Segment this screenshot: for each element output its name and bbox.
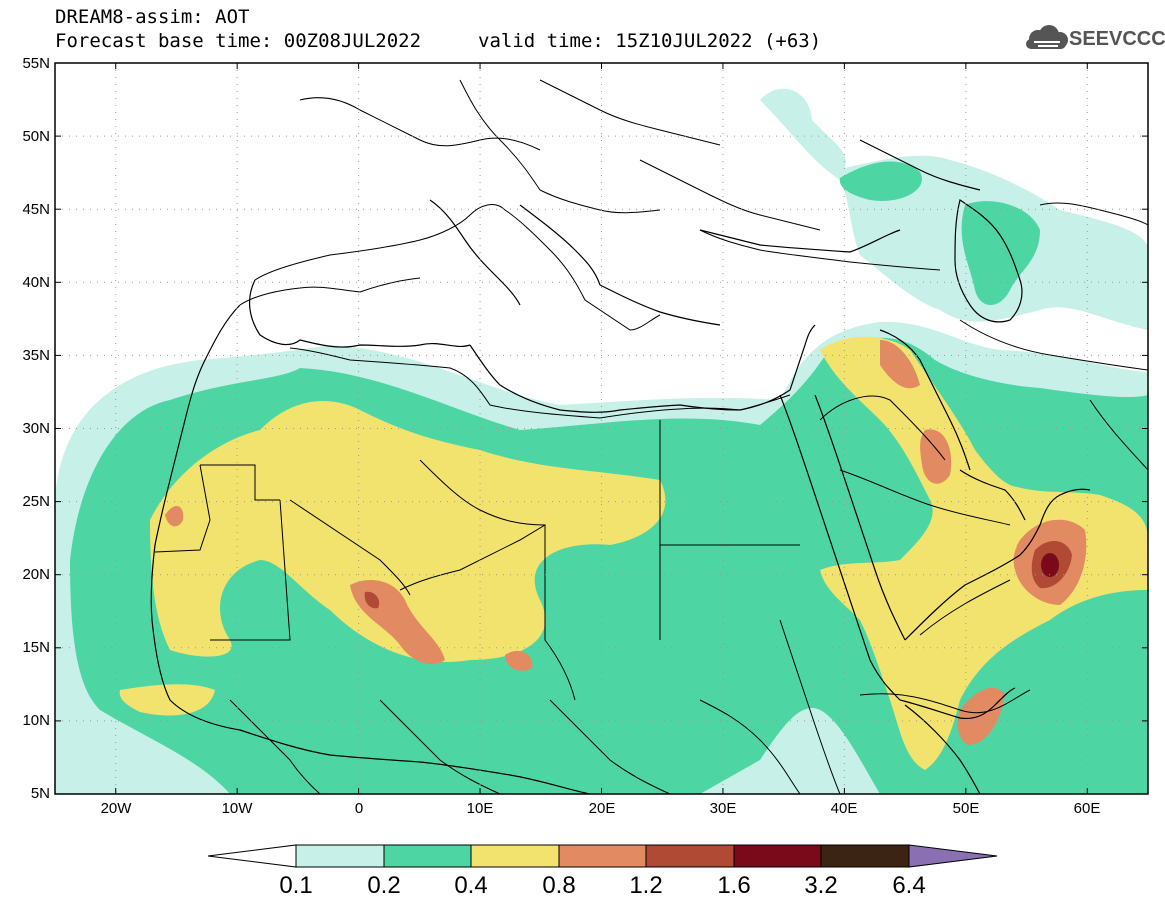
forecast-base-time: Forecast base time: 00Z08JUL2022 xyxy=(55,30,422,52)
x-tick-label: 10E xyxy=(467,800,494,817)
map-title: DREAM8-assim: AOT xyxy=(55,6,250,28)
x-tick-label: 40E xyxy=(831,800,858,817)
colorbar-low-arrow xyxy=(207,844,297,868)
y-tick-label: 45N xyxy=(22,201,50,218)
cloud-icon xyxy=(1026,25,1068,49)
colorbar: 0.1 0.2 0.4 0.8 1.2 1.6 3.2 6.4 xyxy=(207,844,998,899)
colorbar-segment xyxy=(645,844,735,868)
y-tick-label: 25N xyxy=(22,493,50,510)
valid-time: valid time: 15Z10JUL2022 (+63) xyxy=(478,30,822,52)
aot-level-0-4 xyxy=(119,336,1148,770)
y-tick-label: 35N xyxy=(22,347,50,364)
colorbar-label: 1.2 xyxy=(629,872,662,899)
x-tick-label: 30E xyxy=(710,800,737,817)
y-tick-label: 5N xyxy=(31,785,50,802)
y-tick-label: 50N xyxy=(22,128,50,145)
x-tick-label: 50E xyxy=(953,800,980,817)
colorbar-segment xyxy=(470,844,560,868)
y-tick-label: 40N xyxy=(22,274,50,291)
axis-ticks xyxy=(55,62,1148,795)
colorbar-segment xyxy=(383,844,472,868)
x-tick-label: 60E xyxy=(1074,800,1101,817)
colorbar-segment xyxy=(558,844,647,868)
colorbar-segment xyxy=(820,844,910,868)
colorbar-label: 0.8 xyxy=(542,872,575,899)
colorbar-label: 3.2 xyxy=(804,872,837,899)
x-axis: 20W 10W 0 10E 20E 30E 40E 50E 60E xyxy=(101,800,1101,817)
colorbar-high-arrow xyxy=(908,844,998,868)
y-axis: 55N 50N 45N 40N 35N 30N 25N 20N 15N 10N … xyxy=(22,55,50,802)
colorbar-segment xyxy=(295,844,385,868)
graticule xyxy=(55,63,1148,794)
y-tick-label: 20N xyxy=(22,566,50,583)
x-tick-label: 10W xyxy=(222,800,254,817)
y-tick-label: 10N xyxy=(22,712,50,729)
colorbar-segment xyxy=(733,844,822,868)
colorbar-label: 0.2 xyxy=(367,872,400,899)
colorbar-label: 0.1 xyxy=(279,872,312,899)
y-tick-label: 55N xyxy=(22,55,50,72)
x-tick-label: 20E xyxy=(589,800,616,817)
aot-field xyxy=(55,88,1148,794)
colorbar-label: 0.4 xyxy=(454,872,487,899)
aot-level-1-6 xyxy=(1041,553,1059,577)
x-tick-label: 0 xyxy=(355,800,363,817)
colorbar-label: 1.6 xyxy=(717,872,750,899)
x-tick-label: 20W xyxy=(101,800,133,817)
colorbar-label: 6.4 xyxy=(892,872,925,899)
coastlines xyxy=(150,139,1091,794)
country-boundaries xyxy=(154,79,1148,794)
logo-text: SEEVCCC xyxy=(1069,28,1165,50)
y-tick-label: 15N xyxy=(22,639,50,656)
y-tick-label: 30N xyxy=(22,420,50,437)
